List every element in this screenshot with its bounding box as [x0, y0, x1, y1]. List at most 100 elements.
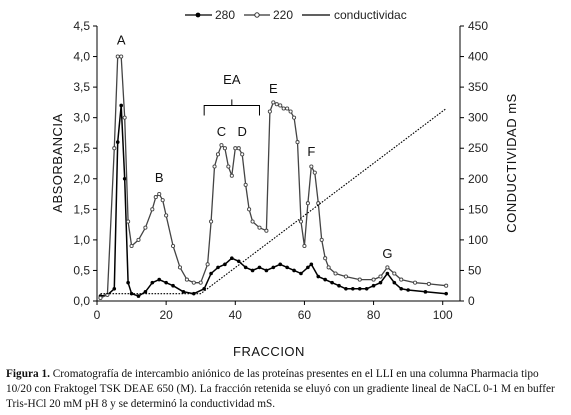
- y-right-tick-label: 200: [468, 172, 488, 186]
- data-point-220: [288, 109, 293, 114]
- data-point-280: [292, 268, 296, 273]
- peak-label-a: A: [117, 32, 126, 47]
- legend-220-marker: [254, 12, 260, 18]
- data-point-220: [243, 182, 248, 187]
- data-point-280: [392, 280, 397, 285]
- legend-conductividad-label: conductividac: [334, 8, 407, 22]
- data-point-280: [444, 291, 448, 296]
- data-point-220: [319, 237, 324, 242]
- data-point-280: [119, 103, 123, 108]
- data-point-220: [285, 106, 290, 111]
- data-point-280: [122, 176, 127, 181]
- data-point-280: [236, 259, 241, 264]
- y-right-tick-label: 150: [468, 202, 488, 216]
- data-point-220: [143, 225, 148, 230]
- data-point-220: [385, 265, 390, 270]
- data-point-280: [216, 265, 220, 270]
- y-right-tick-label: 50: [468, 263, 482, 277]
- peak-label-b: B: [155, 170, 164, 185]
- peak-label-f: F: [307, 144, 315, 159]
- data-point-280: [378, 280, 383, 285]
- data-point-220: [278, 103, 283, 108]
- data-point-220: [312, 170, 317, 175]
- data-point-280: [171, 283, 175, 288]
- data-point-280: [223, 262, 227, 267]
- data-point-280: [423, 290, 428, 294]
- data-point-220: [153, 195, 158, 200]
- data-point-280: [406, 288, 410, 292]
- caption-text: Cromatografía de intercambio aniónico de…: [6, 368, 555, 410]
- data-point-280: [351, 286, 355, 291]
- data-point-220: [426, 281, 431, 286]
- data-point-220: [171, 243, 176, 249]
- y-left-tick-label: 3,0: [73, 111, 90, 125]
- chromatography-chart: 0 20 40 60 80 100 0,0 0,5 1,0 1,5 2,0 2,5 3,0 3,5 4,0 4…: [50, 8, 519, 359]
- data-point-280: [202, 286, 206, 291]
- caption-label: Figura 1.: [6, 368, 50, 380]
- data-point-280: [371, 283, 376, 288]
- data-point-280: [157, 277, 162, 282]
- data-point-280: [230, 256, 234, 261]
- data-point-220: [302, 243, 307, 249]
- y-right-tick-label: 450: [468, 19, 488, 33]
- data-point-220: [122, 115, 127, 120]
- y-left-tick-label: 4,0: [73, 50, 90, 64]
- x-tick-label: 20: [159, 308, 173, 322]
- series-conductividac: [100, 108, 447, 295]
- data-point-220: [205, 262, 210, 267]
- data-point-220: [378, 274, 383, 279]
- data-point-220: [150, 207, 155, 212]
- data-point-220: [229, 173, 234, 178]
- x-tick-label: 60: [298, 308, 312, 322]
- data-point-280: [115, 140, 120, 144]
- data-point-220: [129, 243, 134, 249]
- axes: 0 20 40 60 80 100 0,0 0,5 1,0 1,5 2,0 2,5 3,0 3,5 4,0 4…: [73, 19, 488, 322]
- data-point-280: [330, 280, 334, 285]
- data-point-220: [164, 213, 169, 218]
- data-point-220: [209, 219, 214, 224]
- y-left-tick-label: 0,5: [73, 263, 90, 277]
- data-point-220: [298, 219, 304, 224]
- x-tick-label: 0: [94, 308, 101, 322]
- y-left-tick-label: 2,0: [73, 172, 90, 186]
- plot-area: [97, 26, 460, 301]
- y-right-tick-label: 250: [468, 141, 488, 155]
- y-right-tick-label: 400: [468, 50, 488, 64]
- y-right-axis-title: CONDUCTIVIDAD mS: [504, 93, 519, 232]
- data-point-220: [160, 198, 165, 203]
- y-left-tick-label: 1,5: [73, 202, 90, 216]
- annotation-layer: A B EA C D E F G: [117, 32, 393, 261]
- data-point-280: [264, 268, 269, 273]
- data-point-220: [399, 277, 404, 282]
- data-point-280: [278, 262, 283, 267]
- data-point-280: [323, 277, 327, 282]
- data-point-220: [257, 225, 262, 230]
- data-point-280: [306, 265, 310, 270]
- data-point-220: [326, 265, 331, 270]
- data-point-220: [215, 152, 221, 157]
- legend: 280 220 conductividac: [185, 8, 407, 22]
- data-point-280: [164, 280, 168, 285]
- data-point-280: [309, 262, 314, 267]
- data-point-220: [184, 277, 189, 282]
- data-point-280: [112, 286, 117, 291]
- data-point-220: [357, 277, 362, 282]
- data-point-280: [399, 286, 404, 291]
- data-point-280: [299, 271, 303, 276]
- data-point-280: [316, 274, 321, 279]
- series-280: [98, 103, 448, 298]
- data-point-280: [150, 280, 155, 285]
- data-point-220: [274, 102, 279, 107]
- y-right-tick-label: 300: [468, 111, 488, 125]
- data-point-280: [143, 290, 148, 294]
- data-point-220: [177, 265, 183, 270]
- x-axis-title: FRACCION: [233, 344, 305, 359]
- data-point-220: [281, 106, 286, 111]
- data-point-220: [371, 277, 376, 282]
- data-point-280: [136, 294, 141, 298]
- data-point-220: [157, 192, 162, 197]
- peak-label-e: E: [269, 81, 278, 96]
- legend-280-label: 280: [215, 8, 235, 22]
- data-point-220: [323, 256, 328, 261]
- series-line-conductividac: [100, 108, 447, 295]
